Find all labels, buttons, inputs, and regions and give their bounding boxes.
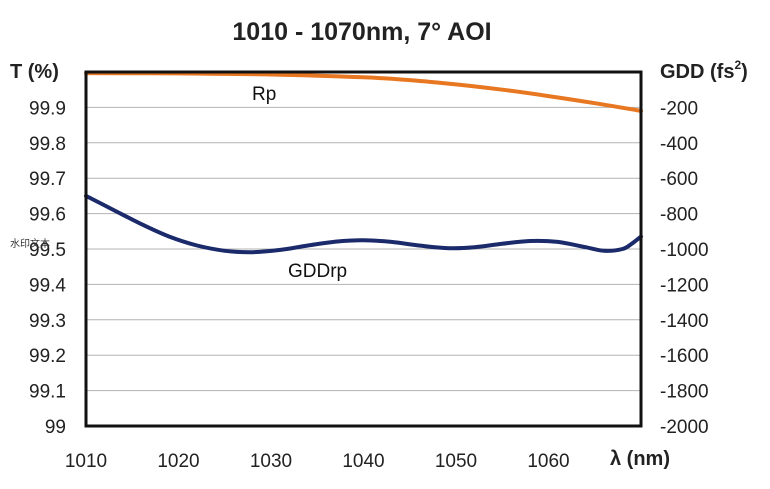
x-axis-title: λ (nm) (610, 448, 670, 470)
y-tick-label-right: -800 (660, 205, 698, 226)
series-lines (84, 71, 643, 255)
y-tick-label-right: -400 (660, 134, 698, 155)
y-axis-right-title-end: ) (741, 61, 748, 83)
y-tick-label-right: -1200 (660, 275, 709, 296)
y-tick-label-right: -1800 (660, 382, 709, 403)
series-line-gddrp (84, 193, 643, 255)
y-axis-left-title: T (%) (10, 61, 59, 83)
y-tick-label-left: 99 (45, 417, 66, 438)
y-axis-right-title-sup: 2 (734, 58, 741, 72)
y-tick-label-right: -1400 (660, 311, 709, 332)
series-label-gddrp: GDDrp (288, 261, 347, 282)
y-axis-right-title: GDD (fs2) (660, 58, 748, 83)
watermark-text: 水印文本 (10, 237, 50, 250)
y-tick-label-left: 99.6 (29, 205, 66, 226)
y-tick-label-right: -1600 (660, 346, 709, 367)
chart-title: 1010 - 1070nm, 7° AOI (232, 18, 491, 46)
plot-frame (84, 70, 643, 428)
y-axis-right-title-base: GDD (fs (660, 61, 734, 83)
y-tick-label-left: 99.3 (29, 311, 66, 332)
y-tick-label-left: 99.5 (29, 240, 66, 261)
y-tick-label-right: -600 (660, 169, 698, 190)
y-tick-label-right: -2000 (660, 417, 709, 438)
x-tick-label: 1020 (157, 451, 199, 472)
x-tick-label: 1040 (342, 451, 384, 472)
y-tick-label-left: 99.9 (29, 98, 66, 119)
gridlines (86, 106, 641, 392)
x-tick-labels: 1010 1020 1030 1040 1050 1060 (65, 451, 570, 472)
y-tick-label-right: -1000 (660, 240, 709, 261)
series-line-rp (84, 71, 643, 113)
x-tick-label: 1060 (527, 451, 569, 472)
y-tick-label-left: 99.4 (29, 275, 66, 296)
y-tick-label-left: 99.8 (29, 134, 66, 155)
x-tick-label: 1030 (250, 451, 292, 472)
x-tick-label: 1050 (435, 451, 477, 472)
y-tick-label-left: 99.1 (29, 382, 66, 403)
y-tick-label-left: 99.7 (29, 169, 66, 190)
y-tick-label-right: -200 (660, 98, 698, 119)
series-label-rp: Rp (252, 84, 276, 105)
y-tick-labels-right: -200 -400 -600 -800 -1000 -1200 -1400 -1600 -180… (660, 98, 709, 438)
y-tick-label-left: 99.2 (29, 346, 66, 367)
y-tick-labels-left: 99.9 99.8 99.7 99.6 99.5 99.4 99.3 99.2 99.1 99 (29, 98, 66, 438)
x-tick-label: 1010 (65, 451, 107, 472)
